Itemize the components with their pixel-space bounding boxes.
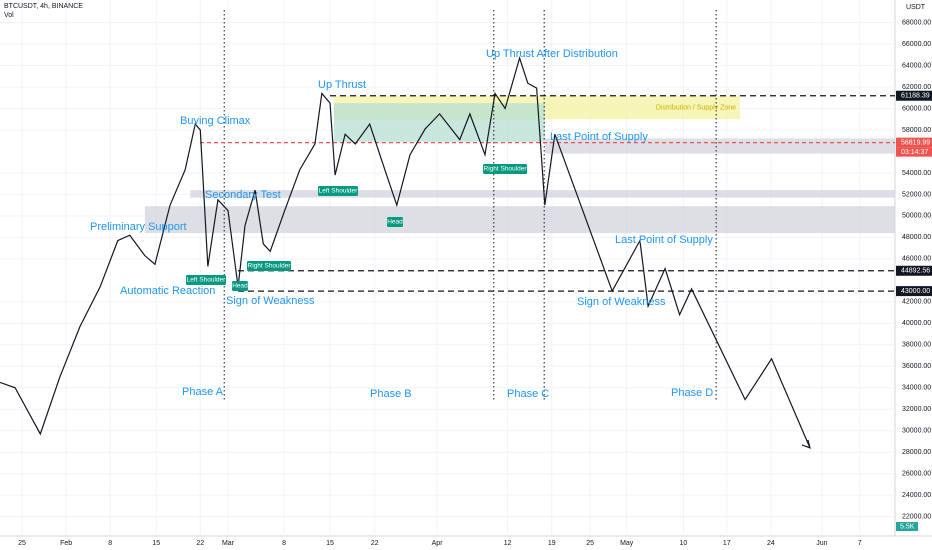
lines bbox=[200, 10, 895, 402]
y-tick-label: 52000.00 bbox=[902, 191, 931, 198]
y-tick-label: 30000.00 bbox=[902, 428, 931, 435]
level-label: 43000.00 bbox=[901, 288, 930, 295]
price-path bbox=[554, 134, 811, 449]
y-tick-label: 32000.00 bbox=[902, 406, 931, 413]
badge: Right Shoulder bbox=[248, 263, 292, 270]
annotation: Automatic Reaction bbox=[120, 285, 215, 297]
volume-title: Vol bbox=[4, 12, 14, 19]
x-tick-label: 8 bbox=[108, 540, 112, 547]
y-tick-label: 66000.00 bbox=[902, 41, 931, 48]
x-tick-label: 24 bbox=[767, 540, 775, 547]
x-tick-label: 7 bbox=[858, 540, 862, 547]
zones bbox=[144, 95, 895, 234]
x-tick-label: 15 bbox=[326, 540, 334, 547]
level-label: 44892.56 bbox=[901, 268, 930, 275]
annotation: Phase B bbox=[370, 388, 412, 400]
x-tick-label: 25 bbox=[586, 540, 594, 547]
y-tick-label: 24000.00 bbox=[902, 492, 931, 499]
badge-box bbox=[232, 281, 248, 291]
y-tick-label: 68000.00 bbox=[902, 19, 931, 26]
clock-box bbox=[896, 147, 932, 157]
zone bbox=[144, 206, 895, 234]
annotation: Preliminary Support bbox=[90, 221, 187, 233]
arrow-head bbox=[801, 439, 811, 449]
y-tick-label: 50000.00 bbox=[902, 213, 931, 220]
annotation: Sign of Weakness bbox=[226, 295, 315, 307]
volume-label: 5.5K bbox=[900, 523, 915, 530]
x-tick-label: Feb bbox=[60, 540, 72, 547]
zone bbox=[544, 138, 895, 154]
zone-label: Distribution / Supply Zone bbox=[656, 104, 736, 111]
y-tick-label: 46000.00 bbox=[902, 256, 931, 263]
y-tick-label: 64000.00 bbox=[902, 62, 931, 69]
badge: Left Shoulder bbox=[187, 277, 227, 284]
annotation: Phase D bbox=[671, 387, 713, 399]
badge-box bbox=[186, 275, 226, 285]
y-tick-label: 36000.00 bbox=[902, 363, 931, 370]
x-tick-label: Mar bbox=[222, 540, 235, 547]
x-tick-label: May bbox=[620, 540, 634, 547]
badge-box bbox=[483, 164, 527, 174]
price-path bbox=[0, 55, 556, 436]
x-tick-label: 12 bbox=[504, 540, 512, 547]
x-tick-label: 19 bbox=[548, 540, 556, 547]
y-tick-label: 38000.00 bbox=[902, 342, 931, 349]
y-tick-label: 40000.00 bbox=[902, 320, 931, 327]
y-tick-label: 42000.00 bbox=[902, 299, 931, 306]
x-tick-label: 8 bbox=[282, 540, 286, 547]
x-tick-label: 10 bbox=[679, 540, 687, 547]
x-tick-label: 22 bbox=[371, 540, 379, 547]
symbol-title: BTCUSDT, 4h, BINANCE bbox=[4, 3, 83, 10]
annotation: Phase A bbox=[182, 386, 224, 398]
y-tick-label: 48000.00 bbox=[902, 234, 931, 241]
level-label-box bbox=[896, 286, 932, 297]
price-unit: USDT bbox=[906, 4, 926, 11]
y-tick-label: 22000.00 bbox=[902, 514, 931, 521]
volume-label-box bbox=[896, 522, 918, 531]
grid bbox=[0, 0, 895, 536]
annotation: Last Point of Supply bbox=[615, 234, 713, 246]
level-label-box bbox=[896, 265, 932, 276]
x-tick-label: 22 bbox=[196, 540, 204, 547]
x-tick-label: 17 bbox=[723, 540, 731, 547]
y-tick-label: 54000.00 bbox=[902, 170, 931, 177]
x-tick-label: 15 bbox=[152, 540, 160, 547]
y-tick-label: 26000.00 bbox=[902, 471, 931, 478]
badge: Head bbox=[387, 219, 403, 226]
clock-label: 03:14:37 bbox=[901, 149, 928, 156]
annotation: Sign of Weakness bbox=[577, 296, 666, 308]
level-label-box bbox=[896, 90, 932, 101]
badge-box bbox=[247, 261, 291, 271]
annotation: Buying Climax bbox=[180, 115, 251, 127]
x-tick-label: 25 bbox=[18, 540, 26, 547]
y-tick-label: 58000.00 bbox=[902, 127, 931, 134]
badge: Head bbox=[232, 283, 248, 290]
y-tick-label: 34000.00 bbox=[902, 385, 931, 392]
zone bbox=[190, 190, 895, 198]
annotation: Secondary Test bbox=[205, 189, 281, 201]
y-tick-label: 62000.00 bbox=[902, 84, 931, 91]
y-tick-label: 60000.00 bbox=[902, 105, 931, 112]
y-tick-label: 28000.00 bbox=[902, 449, 931, 456]
x-tick-label: Apr bbox=[432, 540, 444, 547]
badge-box bbox=[387, 217, 403, 227]
badge: Left Shoulder bbox=[319, 188, 359, 195]
badge-box bbox=[318, 186, 358, 196]
annotation: Up Thrust After Distribution bbox=[486, 48, 618, 60]
level-label: 61188.39 bbox=[901, 93, 930, 100]
annotation: Phase C bbox=[507, 388, 549, 400]
level-label-box bbox=[896, 137, 932, 148]
annotation: Last Point of Supply bbox=[550, 131, 648, 143]
x-tick-label: Jun bbox=[816, 540, 827, 547]
badge: Right Shoulder bbox=[484, 166, 528, 173]
labels: 22000.00 24000.00 26000.00 28000.00 30000.00… bbox=[18, 19, 932, 547]
marks bbox=[0, 55, 811, 449]
level-label: 56819.99 bbox=[901, 139, 930, 146]
zone bbox=[333, 103, 545, 142]
annotation: Up Thrust bbox=[318, 79, 366, 91]
